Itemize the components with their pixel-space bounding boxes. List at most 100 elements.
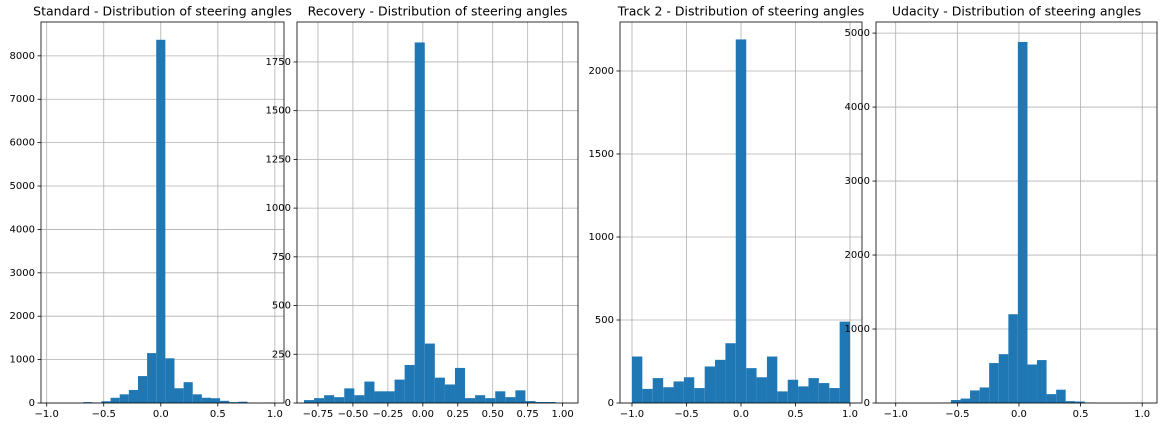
x-tick-label: 0.0 [733,409,749,420]
x-tick-label: 0.25 [447,409,469,420]
y-tick-label: 8000 [10,51,35,62]
bar [404,364,415,403]
bar [1036,360,1047,403]
y-tick-label: 0 [285,398,291,409]
bar [1075,401,1085,403]
y-tick-label: 1000 [10,355,35,366]
y-tick-label: 500 [595,315,614,326]
bar [156,39,166,404]
y-tick-label: 5000 [10,181,35,192]
y-tick-label: 1500 [266,106,291,117]
bar [364,381,375,403]
bar [1056,389,1066,403]
bar [515,390,526,403]
bar [394,379,405,403]
y-tick-label: 0 [608,398,614,409]
bar [137,376,148,403]
x-tick-label: 0.0 [153,409,169,420]
bar [735,39,747,404]
y-tick-label: 1500 [589,149,614,160]
bar [725,343,736,403]
bar [798,386,809,403]
bar [174,388,184,403]
bar [475,395,486,403]
y-tick-label: 500 [272,301,291,312]
y-tick-label: 2000 [10,311,35,322]
y-tick-label: 7000 [10,94,35,105]
x-tick-label: 1.0 [842,409,858,420]
bar [1008,314,1018,403]
y-tick-label: 2000 [589,66,614,77]
plot-frame [619,21,863,404]
bar [210,398,221,403]
bar [960,398,971,403]
chart-title: Udacity - Distribution of steering angle… [892,4,1141,19]
y-tick-label: 1250 [266,154,291,165]
x-tick-label: −0.5 [92,409,116,420]
bar [746,368,757,403]
bar [1017,41,1028,403]
plot-frame [40,21,285,404]
bar [220,400,230,403]
bar [998,354,1009,403]
bar [334,397,345,403]
bar [465,398,476,403]
bar [238,401,248,403]
bar [715,359,726,403]
x-tick-label: 0.5 [210,409,226,420]
x-tick-label: −0.50 [338,409,369,420]
bar [314,398,325,403]
bar [183,382,193,403]
bar [454,367,466,403]
bar [766,356,778,403]
x-tick-label: 1.0 [1134,409,1150,420]
bar [673,381,684,403]
chart-title: Track 2 - Distribution of steering angle… [617,4,864,19]
bar [83,402,93,403]
bar [756,377,767,403]
y-tick-label: 3000 [10,268,35,279]
plot-frame [296,21,579,404]
x-tick-label: 0.0 [1011,409,1027,420]
x-tick-label: −0.5 [945,409,969,420]
bar [192,394,202,403]
y-tick-label: 5000 [845,28,870,39]
bar [631,356,643,403]
y-tick-label: 4000 [845,102,870,113]
y-tick-label: 1000 [589,232,614,243]
y-tick-label: 0 [29,398,35,409]
x-tick-label: −1.0 [35,409,59,420]
y-tick-label: 750 [272,252,291,263]
x-tick-label: 1.00 [551,409,573,420]
bar [495,391,506,403]
x-tick-label: −0.25 [373,409,404,420]
bar [787,379,799,403]
y-tick-label: 0 [864,398,870,409]
y-tick-label: 1750 [266,57,291,68]
bar [354,395,365,403]
y-tick-label: 4000 [10,224,35,235]
bar [128,389,138,403]
bar [839,321,851,403]
bar [704,366,716,403]
bar [444,384,455,403]
bar [303,400,315,403]
bar [683,377,695,403]
x-tick-label: −1.0 [620,409,644,420]
bar [663,387,674,403]
bar [110,397,120,403]
bar [101,401,111,403]
x-tick-label: 0.00 [412,409,434,420]
x-tick-label: −1.0 [884,409,908,420]
y-tick-label: 1000 [266,203,291,214]
bar [201,397,211,403]
x-tick-label: 0.75 [517,409,539,420]
y-tick-label: 6000 [10,138,35,149]
bar [165,358,175,403]
bar [970,390,980,403]
y-tick-label: 1000 [845,324,870,335]
bar [989,363,999,403]
bar [374,391,385,403]
bar [642,388,653,403]
